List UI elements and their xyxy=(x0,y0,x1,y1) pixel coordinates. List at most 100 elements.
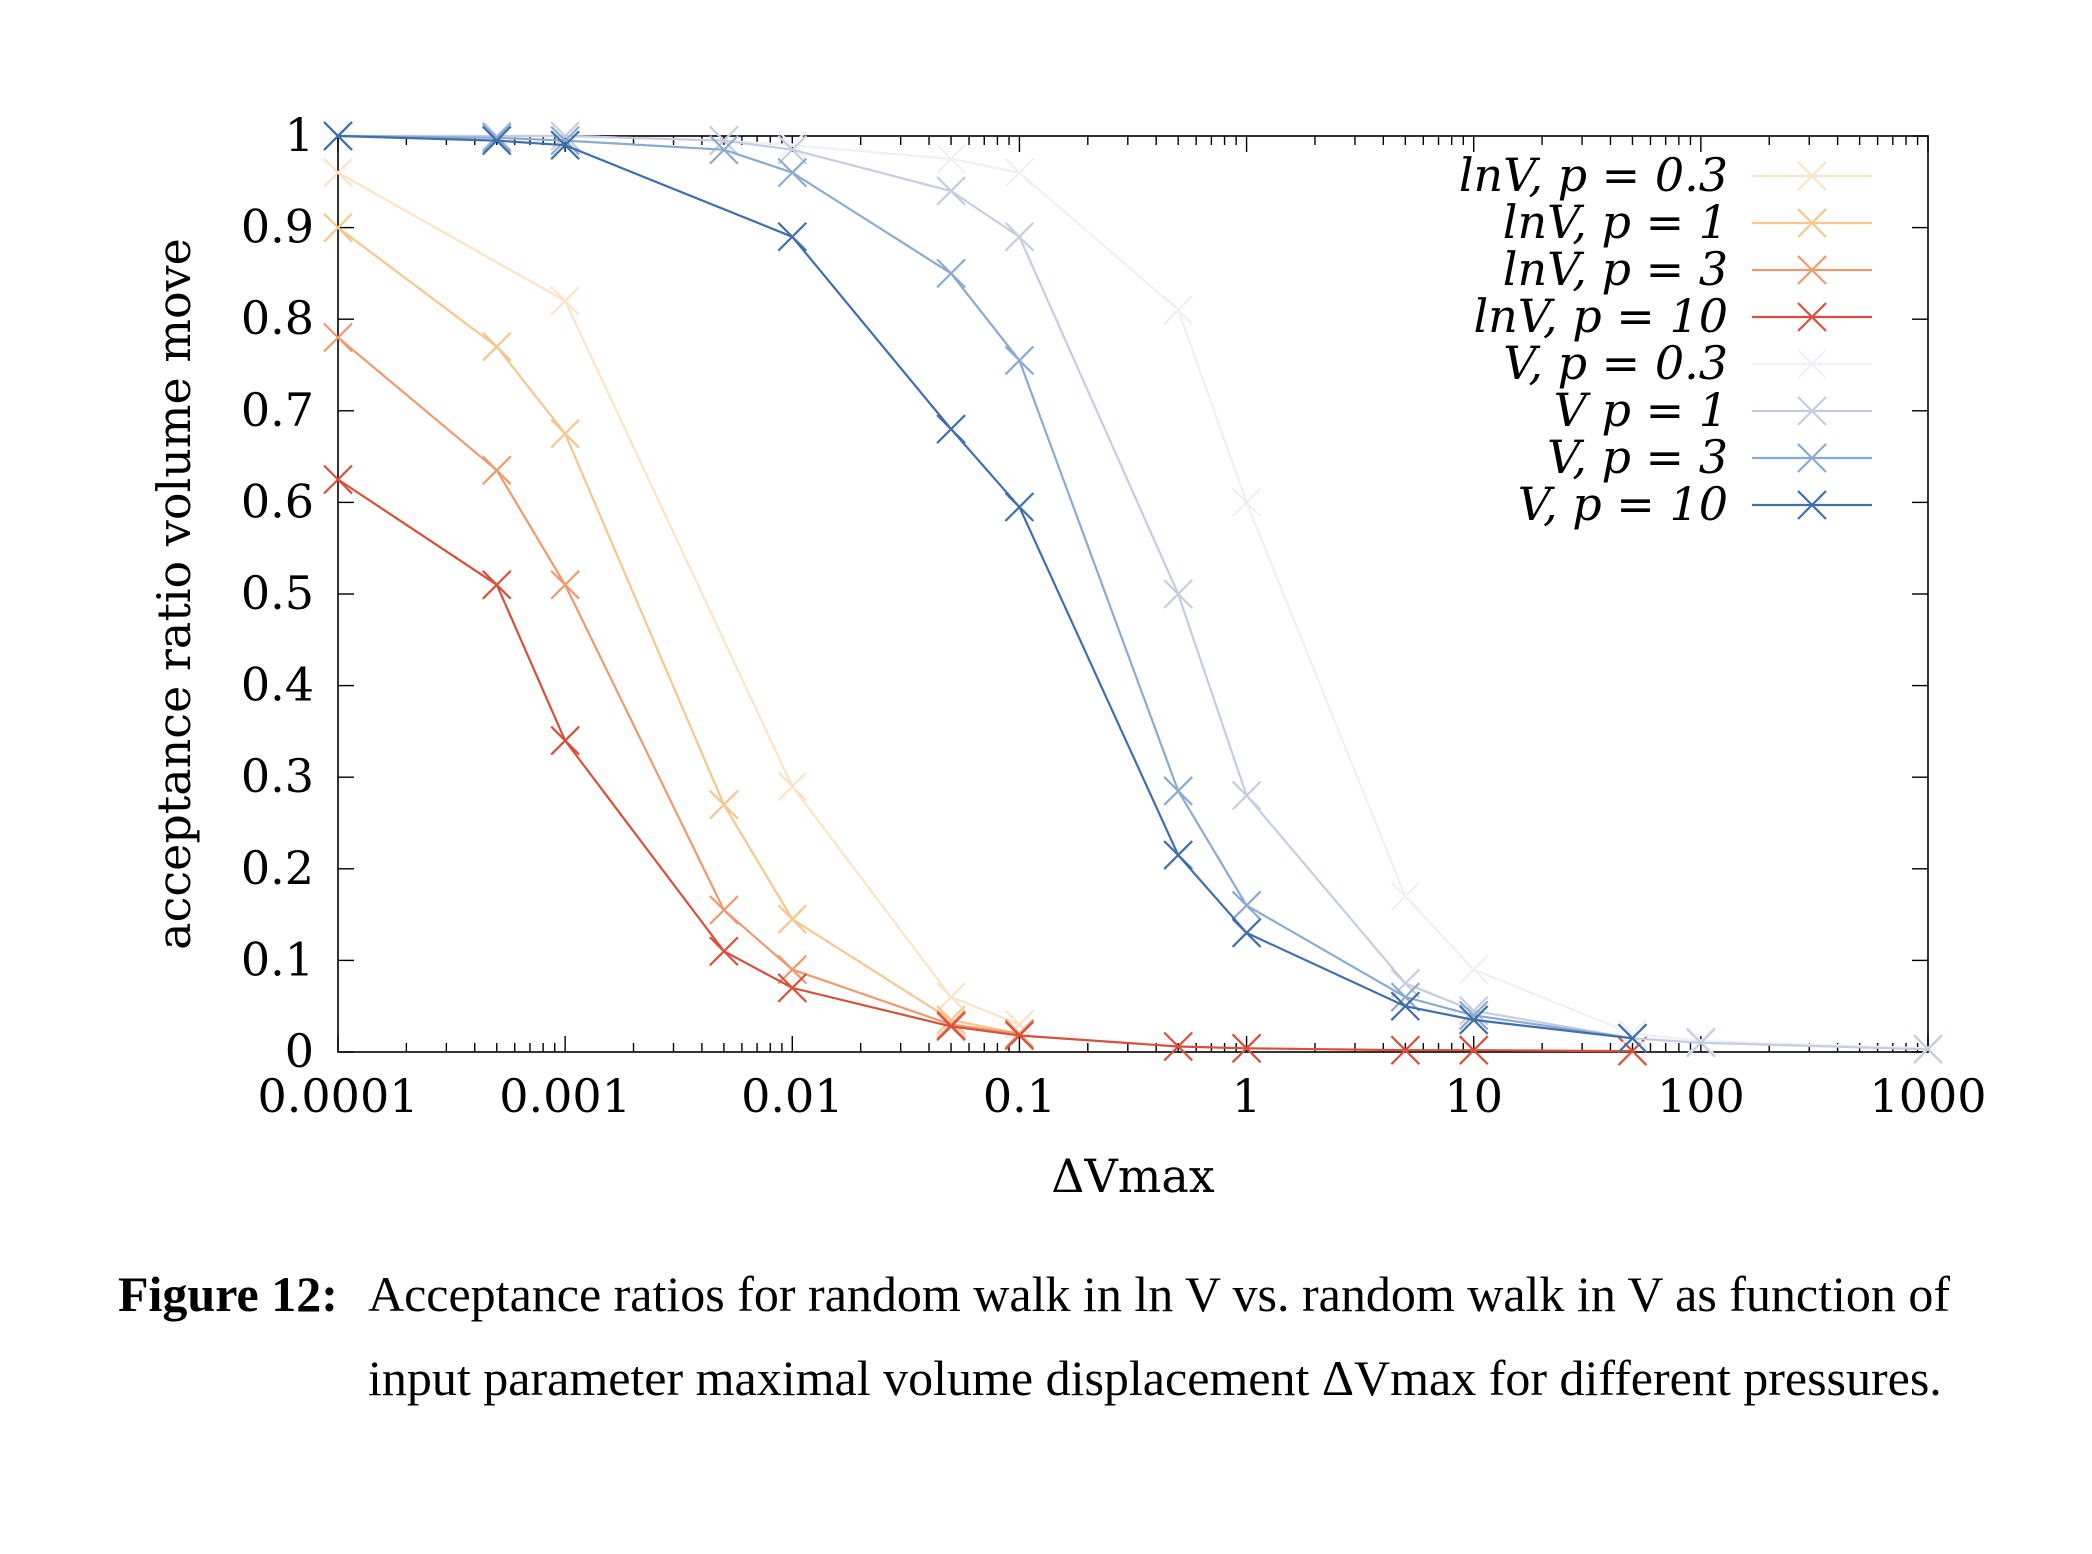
data-point-marker xyxy=(1617,1018,1648,1049)
data-point-marker xyxy=(1913,1034,1943,1065)
series-layer xyxy=(323,121,1943,1066)
data-point-marker xyxy=(1617,1023,1648,1054)
series-line xyxy=(337,226,1020,1035)
legend-entry: lnV, p = 3 xyxy=(1503,242,1872,296)
data-point-marker xyxy=(709,789,739,820)
y-tick-label: 0.2 xyxy=(241,841,314,895)
data-point-marker xyxy=(1163,579,1193,609)
data-point-marker xyxy=(481,570,512,600)
figure-caption: Figure 12: Acceptance ratios for random … xyxy=(118,1252,2038,1420)
data-point-marker xyxy=(1004,345,1035,376)
series-line xyxy=(337,134,1633,1040)
x-axis-label: ΔVmax xyxy=(1051,1149,1214,1203)
x-tick-label: 0.0001 xyxy=(258,1069,419,1123)
data-point-marker xyxy=(1163,840,1193,870)
data-point-marker xyxy=(323,464,353,495)
data-point-marker xyxy=(1004,492,1035,522)
series-3 xyxy=(323,464,1648,1066)
data-point-marker xyxy=(936,1009,966,1040)
caption-text: Acceptance ratios for random walk in ln … xyxy=(368,1266,1951,1406)
data-point-marker xyxy=(1163,1031,1193,1062)
data-point-marker xyxy=(323,322,353,353)
y-tick-label: 0.6 xyxy=(241,474,314,528)
data-point-marker xyxy=(1797,396,1827,426)
data-point-marker xyxy=(550,725,580,756)
legend-label: V, p = 0.3 xyxy=(1503,336,1728,390)
data-point-marker xyxy=(1797,161,1827,191)
data-point-marker xyxy=(481,125,512,156)
data-point-marker xyxy=(1686,1028,1716,1058)
data-point-marker xyxy=(936,176,966,206)
legend-entry: lnV, p = 0.3 xyxy=(1459,148,1872,202)
data-point-marker xyxy=(936,1011,966,1042)
data-point-marker xyxy=(1163,295,1193,325)
data-point-marker xyxy=(1797,208,1827,238)
data-point-marker xyxy=(1231,890,1262,921)
data-point-marker xyxy=(1458,1000,1489,1031)
x-tick-label: 0.001 xyxy=(499,1069,631,1123)
data-point-marker xyxy=(323,157,353,188)
y-tick-label: 0.3 xyxy=(241,749,314,803)
y-tick-label: 0.7 xyxy=(241,383,314,437)
legend-entry: lnV, p = 10 xyxy=(1473,289,1872,343)
y-tick-label: 0 xyxy=(285,1024,314,1078)
legend-label: lnV, p = 0.3 xyxy=(1459,148,1728,202)
data-point-marker xyxy=(777,973,808,1003)
data-point-marker xyxy=(709,936,739,967)
legend-label: V, p = 3 xyxy=(1547,430,1728,484)
x-tick-label: 1000 xyxy=(1869,1069,1986,1123)
data-point-marker xyxy=(1797,443,1827,473)
data-point-marker xyxy=(550,570,580,600)
data-point-marker xyxy=(550,130,580,160)
y-tick-label: 0.9 xyxy=(241,200,314,254)
data-point-marker xyxy=(777,157,808,188)
legend-entry: V, p = 3 xyxy=(1547,430,1872,484)
x-tick-labels: 0.0001 0.001 0.01 0.1 1 10 100 1000 xyxy=(258,1069,1987,1123)
data-point-marker xyxy=(1163,776,1193,806)
data-point-marker xyxy=(1231,780,1262,811)
data-point-marker xyxy=(481,331,512,362)
data-point-marker xyxy=(1797,255,1827,285)
data-point-marker xyxy=(1458,1005,1489,1035)
data-point-marker xyxy=(1390,881,1421,912)
data-point-marker xyxy=(777,130,808,160)
y-tick-label: 1 xyxy=(285,108,314,162)
legend-label: lnV, p = 3 xyxy=(1503,242,1728,296)
x-tick-label: 0.01 xyxy=(741,1069,843,1123)
series-0 xyxy=(323,157,1035,1040)
data-point-marker xyxy=(936,258,966,289)
data-point-marker xyxy=(1004,157,1035,188)
data-point-marker xyxy=(1390,982,1421,1012)
data-point-marker xyxy=(777,771,808,802)
data-point-marker xyxy=(1004,221,1035,252)
series-6 xyxy=(323,121,1648,1054)
data-point-marker xyxy=(1231,918,1262,948)
data-point-marker xyxy=(1458,1035,1489,1065)
data-point-marker xyxy=(1797,349,1827,379)
legend-label: V p = 1 xyxy=(1554,383,1728,437)
series-7 xyxy=(323,121,1648,1054)
data-point-marker xyxy=(936,144,966,174)
data-point-marker xyxy=(1458,954,1489,985)
y-tick-label: 0.5 xyxy=(241,566,314,620)
x-tick-label: 1 xyxy=(1232,1069,1261,1123)
series-line xyxy=(337,134,1633,1040)
data-point-marker xyxy=(1797,302,1827,332)
data-point-marker xyxy=(1004,1018,1035,1049)
data-point-marker xyxy=(777,221,808,252)
y-tick-label: 0.1 xyxy=(241,932,314,986)
legend-entry: V, p = 10 xyxy=(1518,477,1872,531)
legend-entry: V p = 1 xyxy=(1554,383,1872,437)
data-point-marker xyxy=(323,121,353,151)
legend-entry: lnV, p = 1 xyxy=(1503,195,1872,249)
legend-label: lnV, p = 10 xyxy=(1473,289,1728,343)
y-tick-label: 0.4 xyxy=(241,658,314,712)
series-line xyxy=(337,336,1020,1035)
data-point-marker xyxy=(481,123,512,153)
data-point-marker xyxy=(1458,996,1489,1026)
data-point-marker xyxy=(709,895,739,925)
data-point-marker xyxy=(1686,1026,1716,1056)
data-point-marker xyxy=(936,1005,966,1035)
data-point-marker xyxy=(1390,1035,1421,1065)
